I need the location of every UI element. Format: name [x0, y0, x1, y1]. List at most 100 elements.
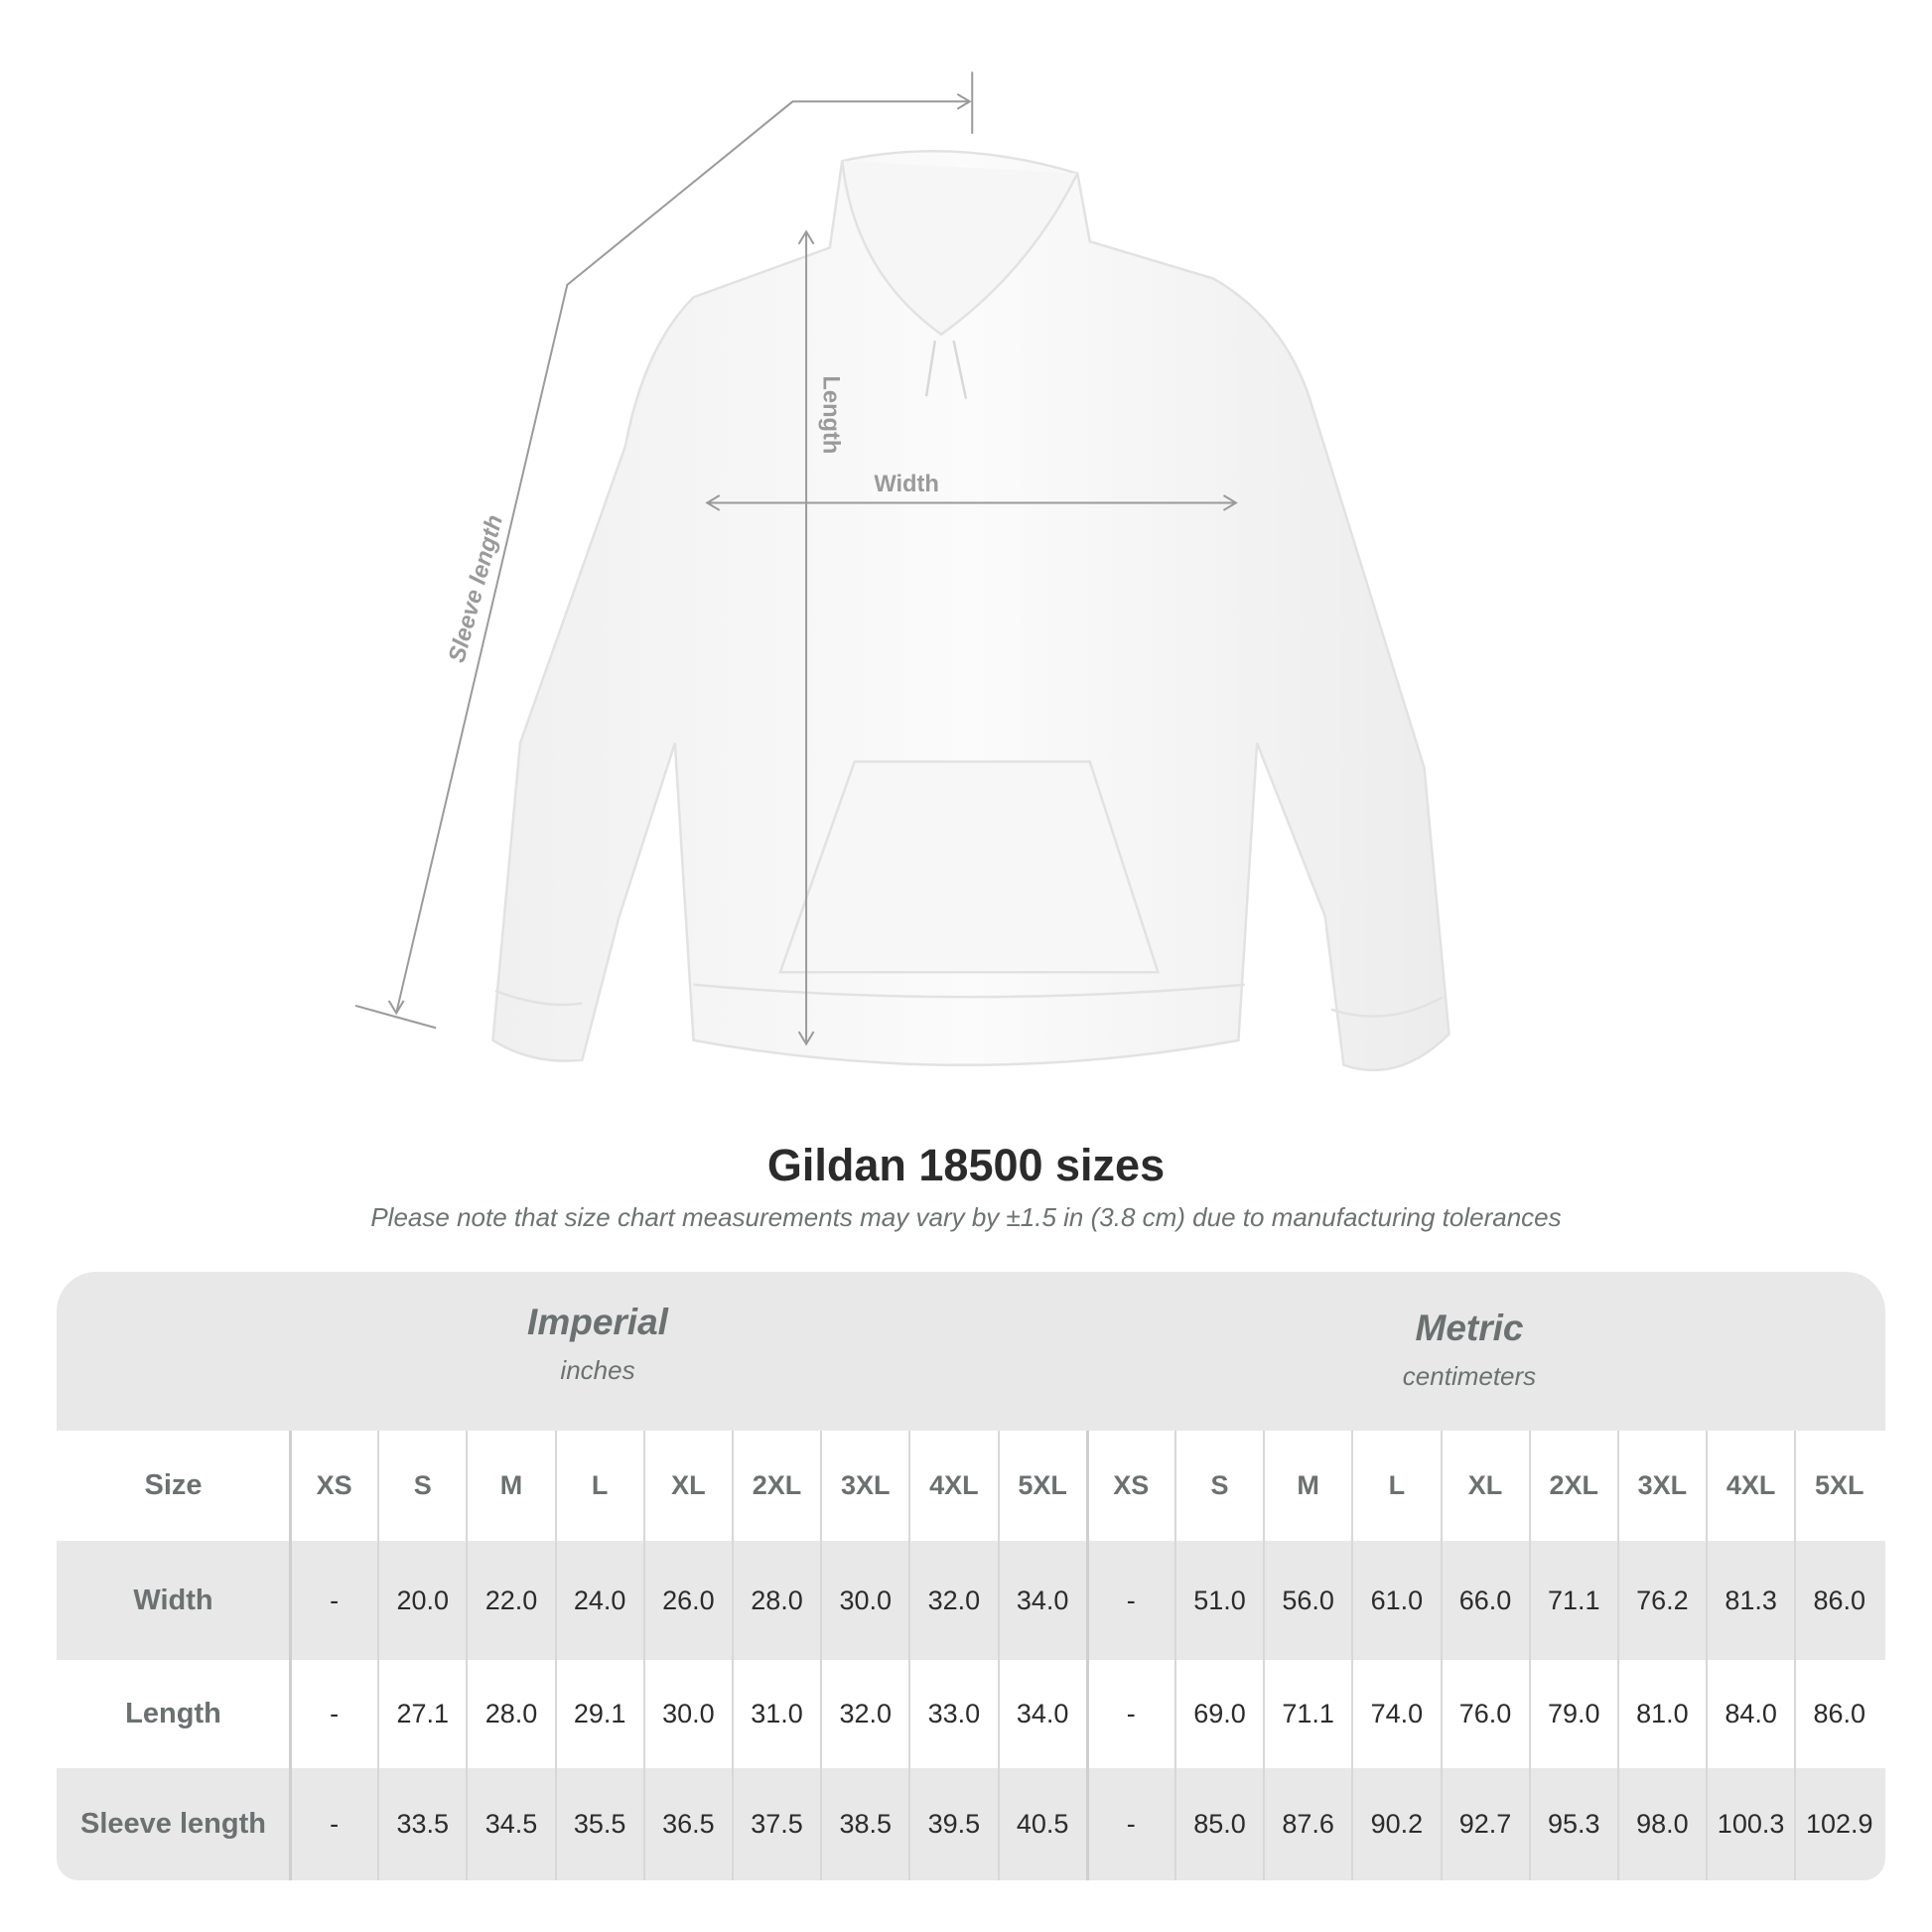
table-cell: 76.0: [1458, 1699, 1512, 1728]
column-divider: [997, 1431, 1000, 1880]
table-cell: 32.0: [927, 1585, 981, 1615]
table-cell: 22.0: [484, 1585, 538, 1615]
size-row: Size XS S M L XL 2XL 3XL 4XL 5XL XS S M L XL 2XL 3XL 4XL…: [57, 1431, 1885, 1541]
table-cell: 81.0: [1636, 1699, 1689, 1728]
table-cell: 24.0: [573, 1585, 626, 1615]
table-cell: 56.0: [1282, 1585, 1334, 1615]
column-divider: [642, 1431, 645, 1880]
table-cell: 98.0: [1636, 1809, 1689, 1839]
table-cell: 27.1: [396, 1699, 450, 1728]
size-header-cell: 4XL: [929, 1470, 979, 1500]
table-cell: 79.0: [1547, 1699, 1600, 1728]
table-cell: 37.5: [751, 1809, 803, 1839]
row-label: Width: [133, 1584, 213, 1616]
measurement-lines: [354, 71, 1238, 1046]
table-cell: 85.0: [1193, 1809, 1246, 1839]
size-header-cell: XL: [671, 1470, 706, 1500]
table-cell: 35.5: [573, 1809, 626, 1839]
table-cell: 33.5: [396, 1809, 450, 1839]
table-cell: 92.7: [1458, 1809, 1512, 1839]
table-cell: -: [1126, 1809, 1136, 1839]
table-cell: 51.0: [1193, 1585, 1246, 1615]
table-cell: 33.0: [927, 1699, 981, 1728]
size-table: Imperial inches Metric centimeters Size …: [57, 1272, 1885, 1880]
table-cell: 28.0: [484, 1699, 538, 1728]
table-cell: 71.1: [1547, 1585, 1600, 1615]
column-divider: [820, 1431, 823, 1880]
metric-unit: centimeters: [1402, 1361, 1537, 1391]
page-title: Gildan 18500 sizes: [766, 1140, 1166, 1190]
table-cell: 39.5: [927, 1809, 981, 1839]
table-row-sleeve-length: Sleeve length - 33.5 34.5 35.5 36.5 37.5 38.5 39…: [57, 1768, 1885, 1880]
size-header-cell: 2XL: [752, 1470, 802, 1500]
size-header-cell: XS: [1113, 1470, 1150, 1500]
column-divider: [1528, 1431, 1531, 1880]
table-cell: 74.0: [1370, 1699, 1424, 1728]
table-cell: 34.0: [1016, 1585, 1069, 1615]
size-header-cell: M: [499, 1470, 523, 1500]
column-divider: [1794, 1431, 1797, 1880]
table-cell: -: [330, 1699, 340, 1728]
size-header-cell: 3XL: [840, 1470, 891, 1500]
column-divider: [377, 1431, 380, 1880]
table-cell: 76.2: [1636, 1585, 1689, 1615]
table-cell: -: [1126, 1699, 1136, 1728]
table-cell: 32.0: [839, 1699, 892, 1728]
table-cell: 28.0: [751, 1585, 803, 1615]
hoodie-image: [491, 149, 1450, 1072]
table-cell: 102.9: [1805, 1809, 1873, 1839]
table-cell: 30.0: [839, 1585, 892, 1615]
table-cell: 71.1: [1282, 1699, 1334, 1728]
column-divider: [289, 1431, 292, 1880]
table-cell: 34.0: [1016, 1699, 1069, 1728]
size-header-cell: L: [1388, 1470, 1406, 1500]
table-cell: 84.0: [1725, 1699, 1777, 1728]
metric-title: Metric: [1415, 1308, 1524, 1348]
sleeve-length-label: Sleeve length: [444, 512, 508, 665]
table-cell: 30.0: [662, 1699, 715, 1728]
size-header-cell: XL: [1467, 1470, 1503, 1500]
table-cell: 38.5: [839, 1809, 892, 1839]
column-divider: [908, 1431, 911, 1880]
column-divider: [1617, 1431, 1619, 1880]
column-divider: [1440, 1431, 1443, 1880]
table-cell: 95.3: [1547, 1809, 1600, 1839]
table-cell: 29.1: [573, 1699, 626, 1728]
column-divider: [1263, 1431, 1266, 1880]
table-cell: 36.5: [662, 1809, 715, 1839]
table-cell: 34.5: [484, 1809, 538, 1839]
imperial-unit: inches: [560, 1355, 635, 1385]
imperial-heading: Imperial inches: [349, 1302, 846, 1386]
table-row-length: Length - 27.1 28.0 29.1 30.0 31.0 32.0 33.0 34.0 -…: [57, 1660, 1885, 1768]
column-divider: [1706, 1431, 1709, 1880]
table-cell: 81.3: [1725, 1585, 1777, 1615]
table-cell: 86.0: [1813, 1585, 1866, 1615]
table-cell: 20.0: [396, 1585, 450, 1615]
table-cell: 69.0: [1193, 1699, 1246, 1728]
size-header-cell: M: [1297, 1470, 1319, 1500]
row-label: Length: [125, 1698, 221, 1729]
size-header-cell: S: [413, 1470, 432, 1500]
size-header-cell: S: [1210, 1470, 1229, 1500]
column-divider: [732, 1431, 734, 1880]
column-divider: [1085, 1431, 1089, 1880]
tolerance-note: Please note that size chart measurements…: [370, 1202, 1562, 1232]
size-header-cell: 4XL: [1725, 1470, 1776, 1500]
table-cell: 90.2: [1370, 1809, 1424, 1839]
table-cell: -: [1126, 1585, 1136, 1615]
size-header-cell: 2XL: [1549, 1470, 1598, 1500]
table-cell: -: [330, 1585, 340, 1615]
table-cell: 86.0: [1813, 1699, 1866, 1728]
metric-heading: Metric centimeters: [1221, 1308, 1718, 1392]
table-row-width: Width - 20.0 22.0 24.0 26.0 28.0 30.0 32.0 34.0 - 5…: [57, 1541, 1885, 1660]
row-label: Sleeve length: [80, 1808, 266, 1840]
table-cell: 31.0: [751, 1699, 803, 1728]
size-label: Size: [144, 1469, 203, 1501]
table-header-band: Imperial inches Metric centimeters: [57, 1272, 1885, 1431]
imperial-title: Imperial: [527, 1302, 668, 1342]
table-cell: 40.5: [1016, 1809, 1069, 1839]
size-header-cell: 3XL: [1637, 1470, 1688, 1500]
width-label: Width: [874, 472, 939, 497]
column-divider: [554, 1431, 557, 1880]
